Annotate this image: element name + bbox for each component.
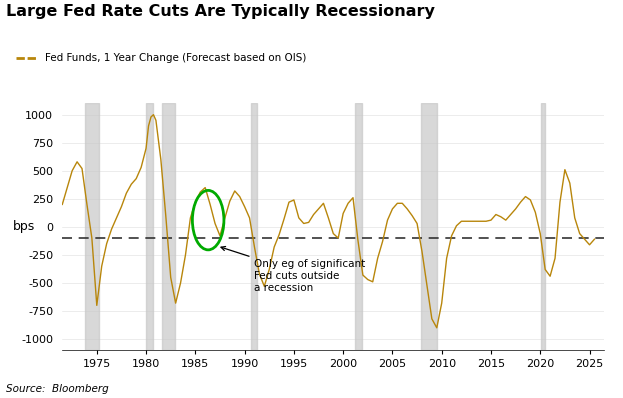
Bar (421, 103, 437, 350)
Bar (541, 103, 545, 350)
Bar (162, 103, 174, 350)
Bar (250, 103, 257, 350)
Bar (85, 103, 99, 350)
Y-axis label: bps: bps (13, 220, 36, 233)
Text: Source:  Bloomberg: Source: Bloomberg (6, 384, 109, 394)
Legend: Fed Funds, 1 Year Change (Forecast based on OIS): Fed Funds, 1 Year Change (Forecast based… (11, 49, 310, 67)
Text: Large Fed Rate Cuts Are Typically Recessionary: Large Fed Rate Cuts Are Typically Recess… (6, 4, 435, 19)
Bar (355, 103, 362, 350)
Text: Only eg of significant
Fed cuts outside
a recession: Only eg of significant Fed cuts outside … (221, 246, 366, 293)
Bar (146, 103, 153, 350)
